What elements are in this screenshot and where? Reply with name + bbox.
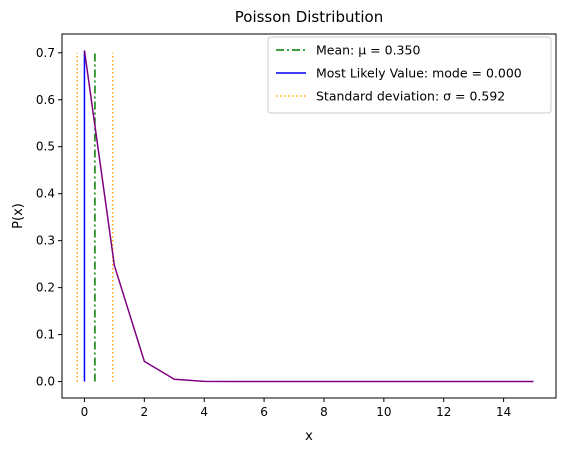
plot-frame <box>61 33 557 399</box>
x-tick-label: 4 <box>200 405 208 419</box>
y-tick-label: 0.3 <box>36 234 55 248</box>
legend-label-2: Most Likely Value: mode = 0.000 <box>316 66 522 81</box>
y-tick-label: 0.7 <box>36 46 55 60</box>
y-tick-label: 0.1 <box>36 328 55 342</box>
y-tick-label: 0.4 <box>36 187 55 201</box>
x-tick-label: 2 <box>141 405 149 419</box>
x-tick-label: 6 <box>260 405 268 419</box>
x-tick-label: 8 <box>320 405 328 419</box>
y-tick-label: 0.2 <box>36 281 55 295</box>
legend-label-3: Standard deviation: σ = 0.592 <box>316 89 505 104</box>
series-line-1 <box>83 50 534 383</box>
y-tick-label: 0.0 <box>36 375 55 389</box>
x-tick-label: 12 <box>436 405 451 419</box>
plot-area <box>76 50 534 383</box>
x-axis-title: x <box>305 429 313 444</box>
y-axis: 0.0 0.1 0.2 0.3 0.4 0.5 0.6 0.7 <box>36 46 62 389</box>
x-tick-label: 10 <box>376 405 391 419</box>
y-axis-title: P(x) <box>11 203 26 229</box>
legend-box <box>267 36 552 114</box>
chart-title: Poisson Distribution <box>235 8 383 26</box>
y-tick-label: 0.5 <box>36 140 55 154</box>
legend-label-1: Mean: μ = 0.350 <box>316 43 420 58</box>
x-tick-label: 0 <box>81 405 89 419</box>
y-tick-label: 0.6 <box>36 93 55 107</box>
legend: Mean: μ = 0.350 Most Likely Value: mode =… <box>267 36 552 114</box>
x-axis: 0 2 4 6 8 10 12 14 <box>81 398 511 419</box>
x-tick-label: 14 <box>496 405 511 419</box>
